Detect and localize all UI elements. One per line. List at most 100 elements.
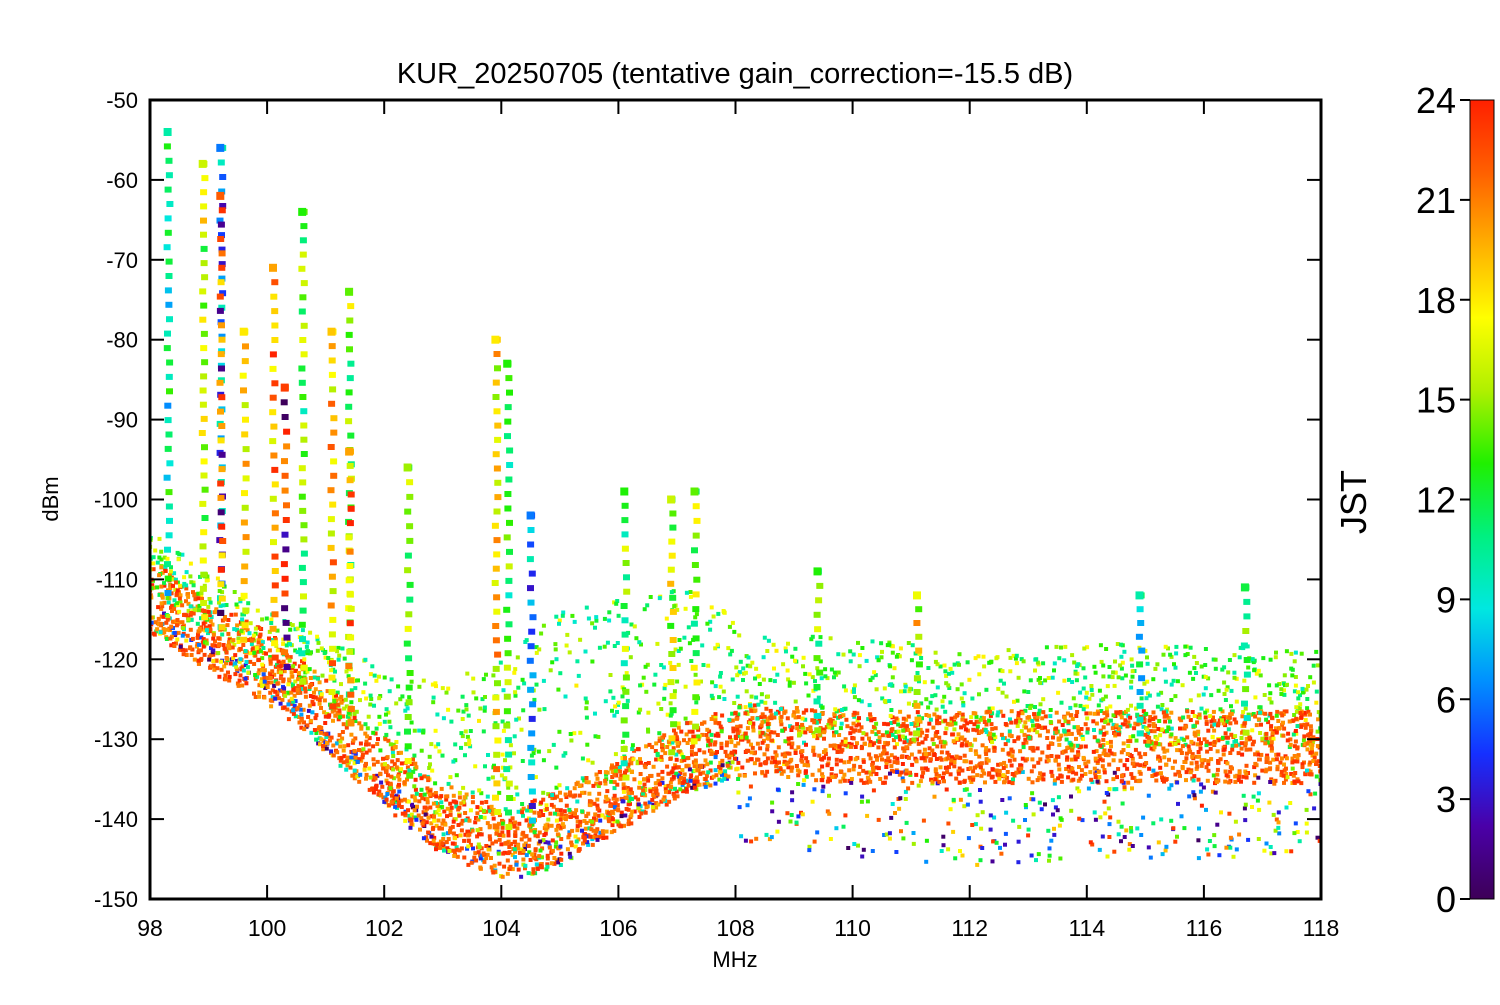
data-point — [1287, 745, 1292, 749]
data-point — [888, 771, 892, 776]
data-point — [879, 641, 884, 646]
data-point — [157, 573, 162, 578]
data-point — [605, 789, 610, 794]
data-point — [1289, 849, 1294, 854]
data-point — [1169, 818, 1174, 823]
data-point — [609, 830, 614, 835]
data-point — [241, 643, 246, 647]
data-point — [523, 863, 528, 868]
data-point — [1016, 860, 1021, 865]
data-point — [168, 583, 173, 588]
data-point — [876, 657, 881, 662]
data-point — [357, 748, 361, 752]
data-point — [1107, 835, 1112, 839]
data-point — [923, 752, 928, 757]
data-point — [870, 639, 875, 644]
data-point — [875, 757, 879, 762]
data-point — [1256, 668, 1261, 673]
data-point — [1248, 747, 1253, 752]
data-point — [641, 675, 646, 680]
data-point — [1307, 762, 1312, 767]
data-point — [1159, 707, 1164, 712]
data-point — [1285, 682, 1289, 687]
data-point — [517, 821, 522, 826]
data-point — [1104, 791, 1109, 795]
data-point — [530, 852, 535, 857]
data-point — [647, 800, 652, 805]
data-point — [170, 609, 174, 613]
data-point — [713, 684, 718, 689]
data-point — [260, 677, 264, 682]
data-point — [352, 761, 357, 766]
data-point — [207, 624, 212, 629]
data-point — [1175, 834, 1179, 839]
data-point — [1048, 741, 1053, 746]
data-point — [747, 796, 752, 801]
data-point — [1306, 789, 1311, 794]
data-point — [969, 715, 974, 720]
data-point — [766, 724, 771, 729]
data-point — [999, 732, 1004, 737]
data-point — [1152, 745, 1157, 750]
data-point — [517, 716, 521, 721]
data-point — [1179, 736, 1184, 741]
data-point — [1288, 801, 1293, 805]
data-point — [1187, 748, 1192, 753]
data-point — [263, 685, 268, 690]
data-point — [803, 769, 808, 774]
data-point — [1152, 724, 1156, 729]
data-point — [398, 697, 403, 702]
data-point — [1222, 692, 1227, 696]
data-point — [1038, 680, 1043, 685]
data-point — [329, 749, 334, 754]
data-point — [1259, 722, 1263, 727]
data-point — [365, 726, 370, 731]
data-point — [619, 824, 624, 829]
data-point — [807, 672, 812, 677]
data-point — [178, 593, 183, 598]
data-point — [673, 731, 678, 736]
data-point — [754, 836, 759, 841]
data-point — [550, 793, 555, 797]
data-point — [314, 713, 319, 718]
data-point — [1071, 777, 1076, 782]
data-point — [681, 755, 686, 760]
data-point — [484, 800, 489, 804]
data-point — [843, 706, 848, 711]
data-point — [838, 769, 843, 774]
data-point — [431, 695, 436, 700]
data-point — [415, 804, 419, 809]
data-point — [445, 846, 450, 851]
data-point — [1064, 767, 1069, 771]
data-point — [190, 647, 195, 652]
data-point — [1294, 716, 1299, 721]
data-point — [516, 846, 521, 851]
data-point — [927, 751, 932, 756]
data-point — [1151, 768, 1156, 773]
data-point — [407, 695, 412, 700]
data-point — [1041, 661, 1046, 666]
data-point — [803, 717, 808, 722]
data-point — [709, 605, 714, 610]
data-point — [1074, 736, 1078, 741]
data-point — [1038, 757, 1043, 762]
data-point — [894, 729, 899, 734]
data-point — [708, 742, 713, 747]
data-point — [466, 862, 471, 867]
data-point — [180, 552, 185, 557]
data-point — [1031, 812, 1036, 817]
data-point — [693, 760, 698, 765]
data-point — [470, 828, 475, 833]
data-point — [820, 789, 825, 794]
data-point — [246, 670, 251, 675]
data-point — [597, 791, 602, 796]
data-point — [1276, 810, 1281, 815]
data-point — [949, 761, 954, 766]
data-point — [922, 747, 927, 752]
data-point — [1038, 676, 1042, 680]
data-point — [607, 610, 612, 615]
data-point — [791, 680, 796, 685]
data-point — [1050, 773, 1055, 778]
data-point — [911, 841, 916, 846]
data-point — [325, 689, 330, 694]
